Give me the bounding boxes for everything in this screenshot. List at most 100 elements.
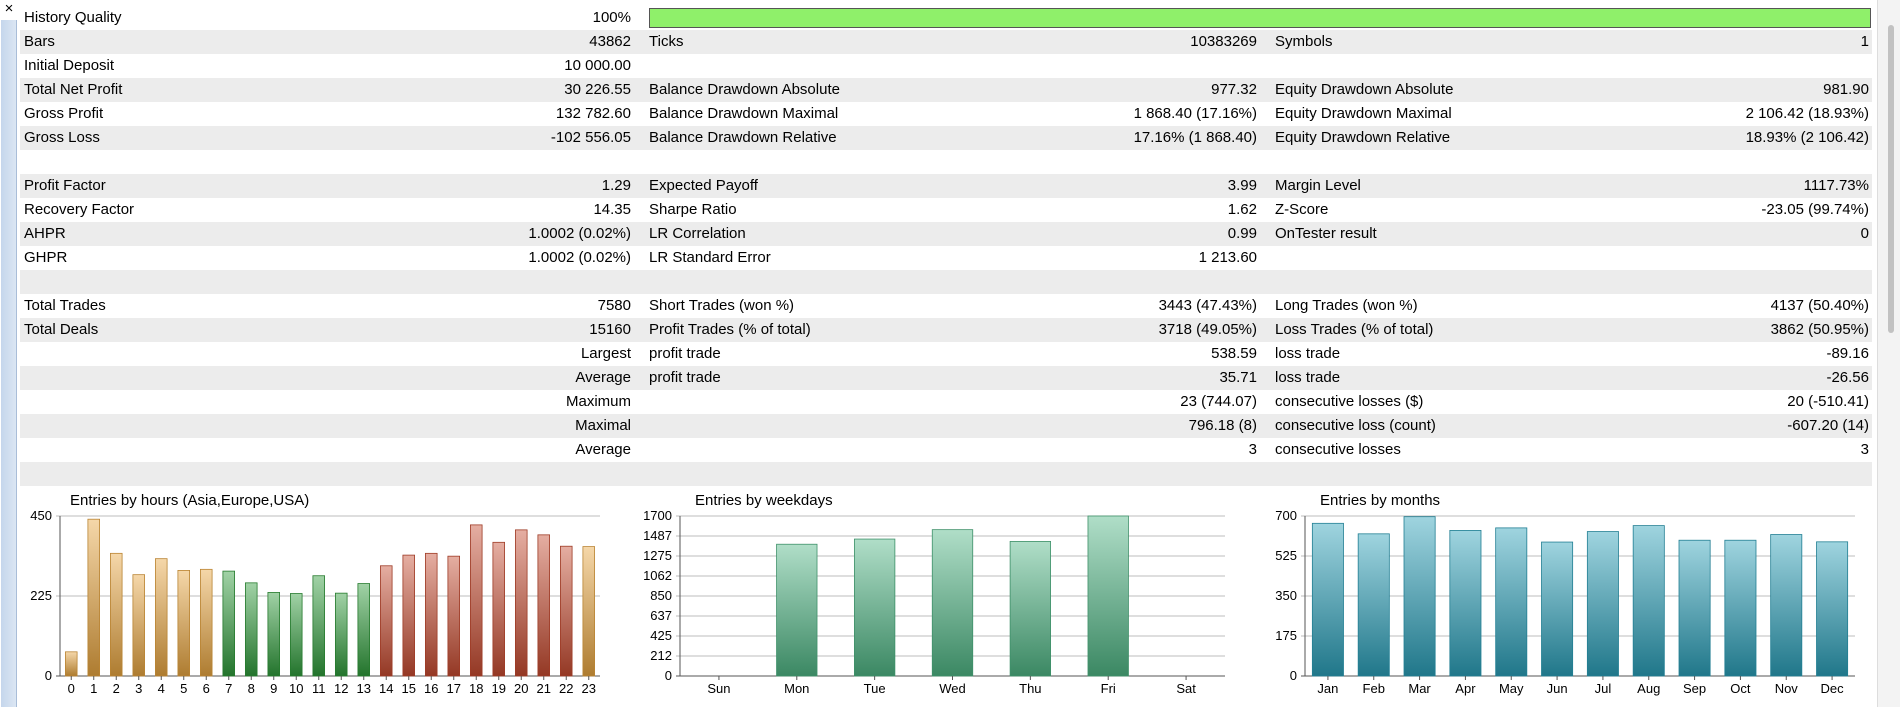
stats-row: Maximum 23 (744.07) consecutive losses ($)… [20,390,1872,414]
stat-value: 1117.73% [1803,177,1869,194]
stat-value: Largest [580,345,631,362]
stat-value: 43862 [589,33,631,50]
stat-label: consecutive loss (count) [1275,417,1436,434]
bar [1541,541,1574,677]
chart-entries-by-hours: Entries by hours (Asia,Europe,USA) 0 225 4… [20,488,620,707]
stats-row: Initial Deposit 10 000.00 [20,54,1872,78]
stat-value: 538.59 [1211,345,1257,362]
x-tick-label: Mar [1408,681,1431,696]
stats-row: Average 3 consecutive losses 3 [20,438,1872,462]
stat-label: Total Deals [24,321,99,338]
bar [424,552,438,677]
stat-label [24,150,324,174]
bar [110,552,123,677]
x-tick-label: 10 [289,681,303,696]
stat-value: 1.0002 (0.02%) [528,249,631,266]
x-tick-label: Apr [1455,681,1476,696]
stat-value: 23 (744.07) [1180,393,1257,410]
stat-label: Z-Score [1275,201,1329,218]
bar [853,538,896,677]
stat-label: Loss Trades (% of total) [1275,321,1434,338]
close-icon: × [4,0,14,17]
x-tick-label: Sun [707,681,730,696]
history-quality-row: History Quality 100% [20,6,1872,30]
stat-label: Total Net Profit [24,81,123,98]
vertical-scrollbar[interactable] [1877,0,1900,707]
stat-label: Sharpe Ratio [649,201,737,218]
y-tick-label: 0 [665,668,672,683]
bar [87,518,101,677]
bar [1403,516,1436,677]
x-tick-label: Thu [1019,681,1041,696]
bar [222,570,235,677]
stat-label: profit trade [649,345,721,362]
stat-label: Recovery Factor [24,201,135,218]
stat-value: -102 556.05 [550,129,631,146]
stat-label: Margin Level [1275,177,1361,194]
stat-label: Symbols [1275,33,1333,50]
scrollbar-thumb[interactable] [1888,25,1894,333]
y-tick-label: 850 [650,588,672,603]
y-tick-label: 0 [1290,668,1297,683]
stat-value [1520,270,1869,294]
stat-value: 3862 (50.95%) [1770,321,1869,338]
stat-label: consecutive losses [1275,441,1401,458]
bar [334,592,348,677]
x-tick-label: Jun [1547,681,1568,696]
stat-value: -26.56 [1826,369,1869,386]
stat-value: 30 226.55 [564,81,631,98]
stat-value: 4137 (50.40%) [1770,297,1869,314]
stat-value [920,270,1257,294]
stat-label: Equity Drawdown Absolute [1275,81,1454,98]
stat-label: Equity Drawdown Maximal [1275,105,1452,122]
stats-row: Total Net Profit 30 226.55 Balance Drawdow… [20,78,1872,102]
stat-value: 17.16% (1 868.40) [1133,129,1257,146]
bar [1311,522,1344,677]
bar [1009,541,1052,677]
stat-value: 20 (-510.41) [1787,393,1869,410]
x-tick-label: Dec [1821,681,1845,696]
y-tick-label: 212 [650,648,672,663]
stat-value [920,150,1257,174]
stat-value: 35.71 [1219,369,1257,386]
chart-title: Entries by months [1320,492,1441,509]
y-tick-label: 225 [30,588,52,603]
bar [65,651,78,677]
history-quality-label: History Quality [24,9,122,26]
x-tick-label: 11 [312,681,326,696]
stat-value: 1.0002 (0.02%) [528,225,631,242]
chart-months-svg: 0 175 350 525 700 Jan Feb Mar Apr May Jun Jul Aug Sep… [1275,508,1855,696]
stat-label: consecutive losses ($) [1275,393,1424,410]
y-tick-label: 1062 [643,568,672,583]
stat-label: loss trade [1275,369,1341,386]
stat-label [24,342,324,366]
stats-row: Total Deals 15160 Profit Trades (% of tota… [20,318,1872,342]
stat-value: 3 [1248,441,1257,458]
stat-label [24,390,324,414]
x-tick-label: 12 [334,681,348,696]
bar [1087,515,1129,677]
stats-row: Bars 43862 Ticks 10383269 Symbols 1 [20,30,1872,54]
x-tick-label: Wed [939,681,966,696]
stat-label: Gross Profit [24,105,104,122]
stat-label: Total Trades [24,297,106,314]
y-tick-label: 1487 [643,528,672,543]
chart-entries-by-months: Entries by months 0 175 350 525 700 Jan Feb Mar… [1265,488,1872,707]
x-tick-label: 18 [469,681,483,696]
y-tick-label: 1275 [643,548,672,563]
stat-label [24,462,324,486]
stat-label [24,270,324,294]
y-tick-label: 637 [650,608,672,623]
x-tick-label: Jan [1317,681,1338,696]
y-tick-label: 350 [1275,588,1297,603]
stat-value: 2 106.42 (18.93%) [1745,105,1869,122]
stat-label: Ticks [649,33,684,50]
chart-weekdays-svg: 0 212 425 637 850 1062 1275 1487 1700 Sun Mon Tue We… [643,508,1225,696]
stat-value: 977.32 [1211,81,1257,98]
chart-title: Entries by hours (Asia,Europe,USA) [70,492,310,509]
x-tick-label: Aug [1637,681,1660,696]
bar [1632,525,1665,677]
y-tick-label: 175 [1275,628,1297,643]
close-button[interactable]: × [0,0,18,18]
stat-label: loss trade [1275,345,1341,362]
